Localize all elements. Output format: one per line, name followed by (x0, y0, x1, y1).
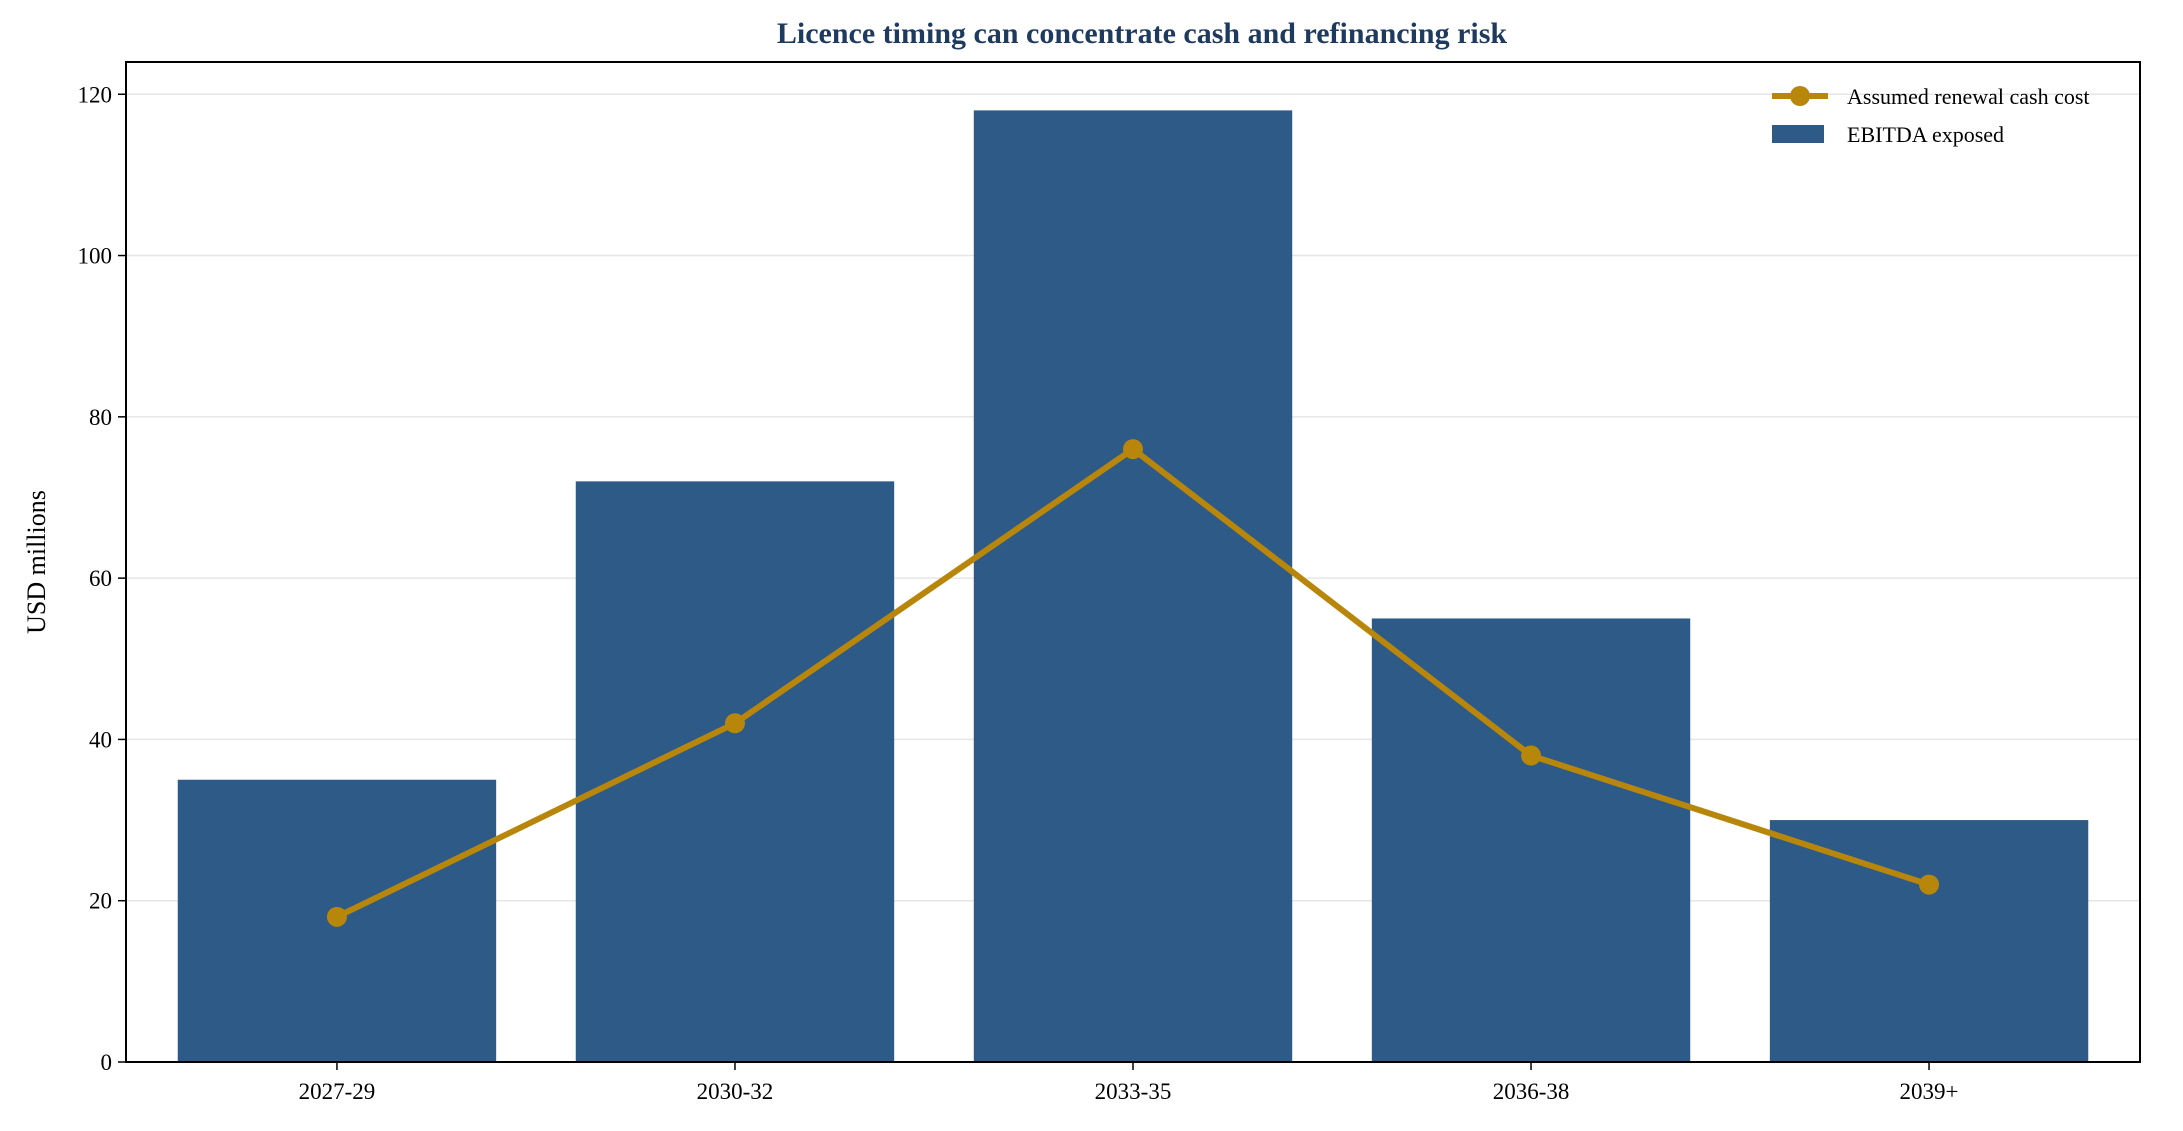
x-tick-label: 2039+ (1900, 1079, 1959, 1104)
y-axis: 0 20 40 60 80 100 120 (78, 82, 126, 1075)
y-tick-label: 100 (78, 244, 113, 269)
chart-title: Licence timing can concentrate cash and … (777, 17, 1508, 50)
y-tick-label: 120 (78, 82, 113, 107)
legend-bar-swatch (1772, 125, 1824, 143)
bar-2036-38 (1371, 618, 1691, 1062)
line-series (326, 439, 1940, 927)
x-tick-label: 2027-29 (299, 1079, 376, 1104)
line-point-2033-35 (1123, 439, 1143, 460)
y-tick-label: 20 (89, 889, 112, 914)
legend-label: Assumed renewal cash cost (1847, 84, 2090, 109)
x-axis: 2027-29 2030-32 2033-35 2036-38 2039+ (299, 1062, 1959, 1104)
legend-item: EBITDA exposed (1772, 122, 2004, 147)
legend: Assumed renewal cash cost EBITDA exposed (1772, 84, 2090, 147)
legend-label: EBITDA exposed (1847, 122, 2004, 147)
line-point-2027-29 (326, 906, 347, 927)
line-point-2036-38 (1521, 745, 1542, 766)
y-tick-label: 60 (89, 566, 112, 591)
line-point-2030-32 (724, 713, 745, 734)
x-tick-label: 2036-38 (1493, 1079, 1570, 1104)
y-tick-label: 80 (89, 405, 112, 430)
line-point-2039+ (1919, 874, 1940, 895)
legend-item: Assumed renewal cash cost (1772, 84, 2090, 109)
y-tick-label: 0 (101, 1050, 113, 1075)
bar-series (177, 110, 2089, 1063)
bar-2039+ (1769, 820, 2089, 1062)
x-tick-label: 2030-32 (697, 1079, 774, 1104)
bar-2033-35 (973, 110, 1293, 1063)
legend-marker-swatch (1790, 86, 1810, 106)
y-axis-title: USD millions (22, 490, 51, 634)
y-tick-label: 40 (89, 727, 112, 752)
x-tick-label: 2033-35 (1095, 1079, 1172, 1104)
bar-2030-32 (575, 481, 895, 1062)
